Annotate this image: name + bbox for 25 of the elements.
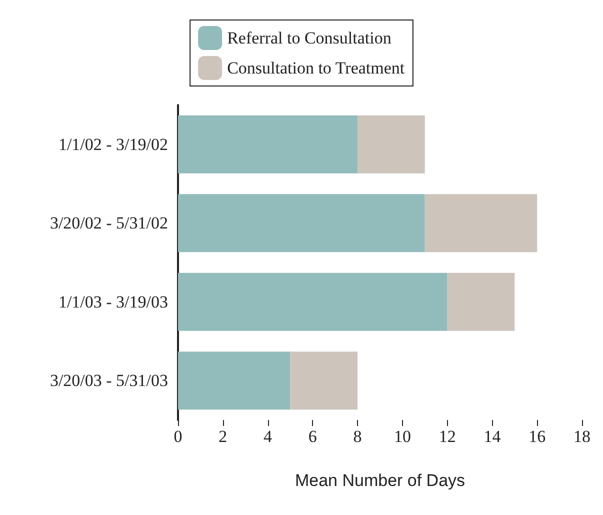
bar xyxy=(424,194,538,252)
legend-label: Referral to Consultation xyxy=(227,28,392,48)
x-tick-label: 16 xyxy=(528,427,546,446)
bar xyxy=(178,115,358,174)
bar xyxy=(290,352,358,410)
x-tick-label: 18 xyxy=(574,427,590,446)
bar xyxy=(358,115,425,174)
x-tick-label: 2 xyxy=(218,427,228,446)
y-tick-label: 3/20/02 - 5/31/02 xyxy=(50,214,168,233)
y-tick-label: 1/1/02 - 3/19/02 xyxy=(58,134,168,154)
x-axis-title: Mean Number of Days xyxy=(294,471,466,490)
y-tick-label: 3/20/03 - 5/31/03 xyxy=(50,371,168,390)
x-tick-label: 10 xyxy=(394,427,411,446)
x-tick-label: 4 xyxy=(264,427,273,446)
x-tick-label: 12 xyxy=(438,427,456,446)
bar xyxy=(178,194,425,252)
y-tick-label: 1/1/03 - 3/19/03 xyxy=(58,292,168,312)
bar xyxy=(178,272,448,331)
x-tick-label: 0 xyxy=(174,427,182,446)
legend-label: Consultation to Treatment xyxy=(227,58,405,78)
x-tick-label: 6 xyxy=(308,427,317,446)
x-tick-label: 14 xyxy=(484,427,502,446)
bar xyxy=(447,272,515,331)
x-tick-label: 8 xyxy=(353,427,362,446)
bar xyxy=(178,352,290,410)
